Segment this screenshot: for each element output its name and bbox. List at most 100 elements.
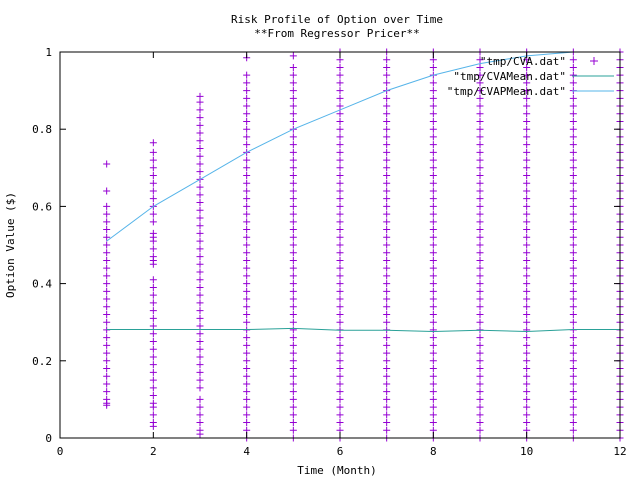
scatter-point (383, 287, 391, 295)
scatter-point (149, 307, 157, 315)
scatter-point (476, 264, 484, 272)
scatter-point (336, 310, 344, 318)
scatter-point (336, 102, 344, 110)
scatter-point (383, 71, 391, 79)
scatter-point (103, 372, 111, 380)
scatter-point (383, 380, 391, 388)
scatter-point (243, 349, 251, 357)
scatter-point (429, 380, 437, 388)
scatter-point (429, 195, 437, 203)
scatter-point (289, 272, 297, 280)
scatter-point (569, 156, 577, 164)
scatter-point (196, 145, 204, 152)
scatter-point (196, 361, 204, 369)
scatter-point (569, 395, 577, 403)
scatter-point (243, 388, 251, 396)
scatter-point (429, 280, 437, 288)
scatter-point (289, 94, 297, 102)
scatter-point (196, 168, 204, 176)
scatter-point (289, 249, 297, 257)
scatter-point (103, 226, 111, 234)
scatter-point (196, 426, 204, 434)
scatter-point (196, 291, 204, 299)
scatter-point (196, 411, 204, 419)
scatter-point (336, 125, 344, 133)
scatter-point (196, 183, 204, 191)
scatter-point (289, 63, 297, 71)
scatter-point (476, 341, 484, 349)
scatter-point (336, 87, 344, 95)
scatter-point (103, 310, 111, 318)
scatter-point (523, 310, 531, 318)
axes: 0 2 4 6 8 10 12 0 0.2 0.4 0.6 0.8 1 (32, 46, 627, 458)
scatter-point (523, 380, 531, 388)
scatter-point (383, 110, 391, 118)
scatter-point (243, 419, 251, 427)
scatter-point (429, 388, 437, 396)
scatter-point (429, 365, 437, 373)
scatter-point (103, 365, 111, 373)
scatter-point (429, 318, 437, 326)
scatter-point (523, 272, 531, 280)
scatter-point (149, 218, 157, 226)
x-tick-label: 10 (520, 445, 533, 458)
scatter-point (569, 117, 577, 125)
scatter-point (196, 253, 204, 261)
scatter-point (289, 187, 297, 195)
scatter-point (103, 388, 111, 396)
scatter-point (383, 102, 391, 110)
scatter-point (196, 283, 204, 291)
scatter-point (523, 195, 531, 203)
scatter-point (429, 341, 437, 349)
scatter-point (476, 63, 484, 71)
scatter-point (383, 179, 391, 187)
scatter-point (336, 303, 344, 311)
scatter-point (429, 233, 437, 241)
scatter-point (103, 349, 111, 357)
scatter-point (289, 210, 297, 218)
scatter-point (336, 226, 344, 234)
scatter-point (103, 295, 111, 303)
scatter-point (476, 94, 484, 102)
scatter-point (429, 303, 437, 311)
scatter-point (196, 199, 204, 207)
chart-subtitle: **From Regressor Pricer** (254, 27, 420, 40)
scatter-point (103, 318, 111, 326)
scatter-point (103, 303, 111, 311)
scatter-point (149, 291, 157, 299)
scatter-point (476, 218, 484, 226)
scatter-point (196, 137, 204, 145)
scatter-point (383, 195, 391, 203)
scatter-point (336, 280, 344, 288)
scatter-point (196, 191, 204, 199)
y-tick-label: 0 (45, 432, 52, 445)
scatter-point (336, 156, 344, 164)
scatter-point (243, 295, 251, 303)
scatter-point (569, 210, 577, 218)
scatter-point (383, 63, 391, 71)
scatter-point (476, 395, 484, 403)
scatter-point (243, 195, 251, 203)
scatter-point (336, 202, 344, 210)
scatter-point (289, 318, 297, 326)
scatter-point (523, 287, 531, 295)
scatter-point (383, 272, 391, 280)
scatter-point (196, 229, 204, 237)
scatter-point (289, 287, 297, 295)
scatter-point (383, 218, 391, 226)
cvap-mean-line (106, 51, 620, 242)
scatter-point (569, 426, 577, 434)
scatter-point (476, 280, 484, 288)
scatter-point (149, 253, 157, 261)
scatter-point (103, 341, 111, 349)
scatter-point (243, 79, 251, 87)
scatter-point (476, 195, 484, 203)
scatter-point (429, 249, 437, 257)
scatter-point (569, 419, 577, 427)
scatter-point (243, 303, 251, 311)
scatter-point (196, 206, 204, 214)
scatter-column-month-7 (383, 48, 391, 442)
scatter-point (289, 218, 297, 226)
scatter-point (476, 102, 484, 110)
scatter-point (243, 241, 251, 249)
